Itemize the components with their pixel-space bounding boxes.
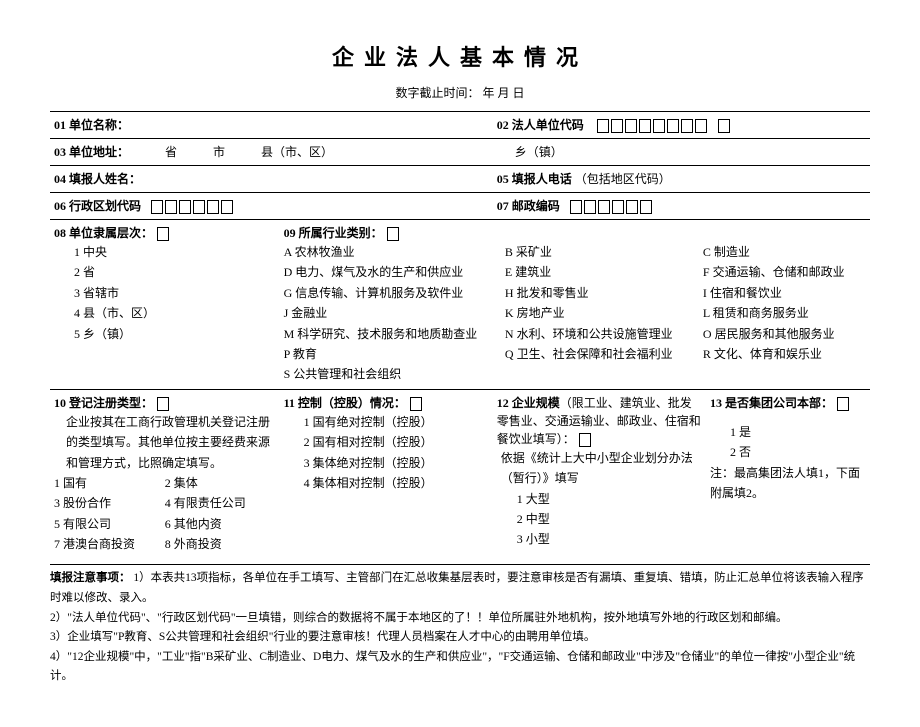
f09-item: B 采矿业 xyxy=(505,242,703,262)
f09-item: A 农林牧渔业 xyxy=(284,242,505,262)
f12-item: 2 中型 xyxy=(497,509,702,529)
f08-item: 5 乡（镇） xyxy=(54,324,276,344)
notes-line: 3）企业填写"P教育、S公共管理和社会组织"行业的要注意审核！代理人员档案在人才… xyxy=(50,631,595,643)
field-13-label: 13 是否集团公司本部： xyxy=(710,396,833,410)
field-04-label: 04 填报人姓名： xyxy=(54,172,141,186)
field-08-label: 08 单位隶属层次： xyxy=(54,226,153,240)
field-10-label: 10 登记注册类型： xyxy=(54,396,153,410)
f09-item: O 居民服务和其他服务业 xyxy=(703,324,866,344)
notes-line: 4）"12企业规模"中，"工业"指"B采矿业、C制造业、D电力、煤气及水的生产和… xyxy=(50,651,855,683)
field-09-label: 09 所属行业类别： xyxy=(284,226,383,240)
f10-item: 8 外商投资 xyxy=(165,534,276,554)
f09-item: R 文化、体育和娱乐业 xyxy=(703,344,866,364)
f11-item: 1 国有绝对控制（控股） xyxy=(284,412,489,432)
f10-item: 4 有限责任公司 xyxy=(165,493,276,513)
f09-item: H 批发和零售业 xyxy=(505,283,703,303)
city: 市 xyxy=(213,145,225,159)
field-06-label: 06 行政区划代码 xyxy=(54,199,141,213)
field-05-suffix: （包括地区代码） xyxy=(575,172,671,186)
f10-item: 7 港澳台商投资 xyxy=(54,534,165,554)
county: 县（市、区） xyxy=(261,145,333,159)
f12-item: 3 小型 xyxy=(497,529,702,549)
f11-item: 3 集体绝对控制（控股） xyxy=(284,453,489,473)
field-01-label: 01 单位名称： xyxy=(54,118,129,132)
field-02-boxes[interactable] xyxy=(596,118,731,132)
notes-label: 填报注意事项： xyxy=(50,572,131,584)
f13-item: 1 是 xyxy=(710,422,866,442)
f08-item: 2 省 xyxy=(54,262,276,282)
f09-item: K 房地产业 xyxy=(505,303,703,323)
f09-item: Q 卫生、社会保障和社会福利业 xyxy=(505,344,703,364)
f09-item: D 电力、煤气及水的生产和供应业 xyxy=(284,262,505,282)
f09-item: E 建筑业 xyxy=(505,262,703,282)
subtitle: 数字截止时间： 年 月 日 xyxy=(50,84,870,101)
field-06-boxes[interactable] xyxy=(150,199,234,213)
f12-item: 1 大型 xyxy=(497,489,702,509)
f13-note: 注：最高集团法人填1，下面附属填2。 xyxy=(710,463,866,504)
field-11-label: 11 控制（控股）情况： xyxy=(284,396,406,410)
f10-item: 1 国有 xyxy=(54,473,165,493)
town: 乡（镇） xyxy=(515,145,563,159)
field-05-label: 05 填报人电话 xyxy=(497,172,572,186)
prov: 省 xyxy=(165,145,177,159)
f10-item: 3 股份合作 xyxy=(54,493,165,513)
f08-item: 3 省辖市 xyxy=(54,283,276,303)
f10-item: 2 集体 xyxy=(165,473,276,493)
f09-item: F 交通运输、仓储和邮政业 xyxy=(703,262,866,282)
f08-item: 1 中央 xyxy=(54,242,276,262)
f09-item: S 公共管理和社会组织 xyxy=(284,364,505,384)
f10-item: 5 有限公司 xyxy=(54,514,165,534)
field-12-label: 12 企业规模 xyxy=(497,396,560,410)
field-13-box[interactable] xyxy=(837,397,849,411)
f12-desc: 依据《统计上大中小型企业划分办法（暂行）》填写 xyxy=(497,448,702,489)
field-08-box[interactable] xyxy=(157,227,169,241)
f09-item xyxy=(703,364,866,384)
f09-item: C 制造业 xyxy=(703,242,866,262)
field-12-box[interactable] xyxy=(579,433,591,447)
f09-item: L 租赁和商务服务业 xyxy=(703,303,866,323)
f08-item: 4 县（市、区） xyxy=(54,303,276,323)
f09-item: I 住宿和餐饮业 xyxy=(703,283,866,303)
f10-desc: 企业按其在工商行政管理机关登记注册的类型填写。其他单位按主要经费来源和管理方式，… xyxy=(54,412,276,473)
field-03-label: 03 单位地址： xyxy=(54,145,129,159)
form-table: 01 单位名称： 02 法人单位代码 03 单位地址： 省 市 县（市、区） xyxy=(50,111,870,558)
field-10-box[interactable] xyxy=(157,397,169,411)
field-07-label: 07 邮政编码 xyxy=(497,199,560,213)
f09-item: N 水利、环境和公共设施管理业 xyxy=(505,324,703,344)
f09-item xyxy=(505,364,703,384)
f09-item: M 科学研究、技术服务和地质勘查业 xyxy=(284,324,505,344)
notes-line: 2）"法人单位代码"、"行政区划代码"一旦填错，则综合的数据将不属于本地区的了！… xyxy=(50,612,788,624)
field-09-box[interactable] xyxy=(387,227,399,241)
page-title: 企业法人基本情况 xyxy=(50,40,870,72)
field-11-box[interactable] xyxy=(410,397,422,411)
f09-item: J 金融业 xyxy=(284,303,505,323)
notes-section: 填报注意事项： 1）本表共13项指标，各单位在手工填写、主管部门在汇总收集基层表… xyxy=(50,564,870,686)
f13-item: 2 否 xyxy=(710,442,866,462)
f11-item: 2 国有相对控制（控股） xyxy=(284,432,489,452)
f10-item: 6 其他内资 xyxy=(165,514,276,534)
field-07-boxes[interactable] xyxy=(569,199,653,213)
notes-line: 1）本表共13项指标，各单位在手工填写、主管部门在汇总收集基层表时，要注意审核是… xyxy=(50,572,864,604)
f09-item: P 教育 xyxy=(284,344,505,364)
f09-item: G 信息传输、计算机服务及软件业 xyxy=(284,283,505,303)
field-02-label: 02 法人单位代码 xyxy=(497,118,584,132)
f11-item: 4 集体相对控制（控股） xyxy=(284,473,489,493)
